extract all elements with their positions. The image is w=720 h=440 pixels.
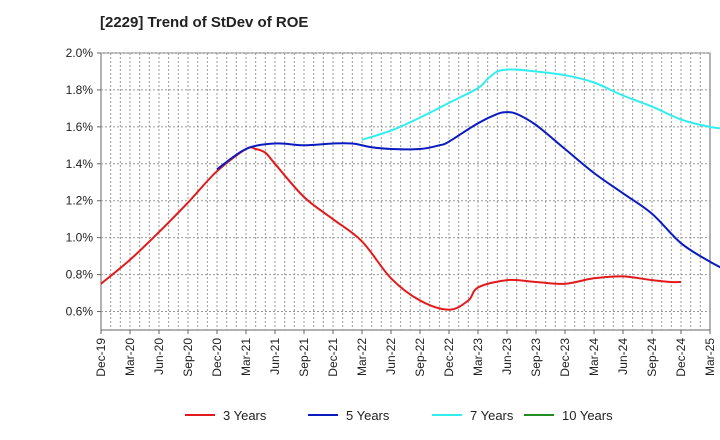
x-tick-label: Mar-24 [587, 338, 601, 376]
plot-frame [100, 52, 711, 331]
x-tick-label: Sep-20 [181, 338, 195, 377]
y-tick-label: 1.4% [66, 157, 94, 171]
x-tick-label: Sep-21 [297, 338, 311, 377]
legend-label-5-years: 5 Years [346, 408, 390, 423]
grid-layer [101, 52, 710, 330]
y-tick-label: 0.6% [66, 305, 94, 319]
series-line-3-years [100, 146, 682, 311]
x-tick-label: Mar-20 [123, 338, 137, 376]
y-tick-label: 1.8% [66, 83, 94, 97]
y-tick-label: 2.0% [66, 46, 94, 60]
x-tick-label: Mar-23 [471, 338, 485, 376]
series-layer [100, 68, 720, 311]
legend-label-10-years: 10 Years [562, 408, 613, 423]
y-tick-label: 1.2% [66, 194, 94, 208]
x-tick-label: Jun-23 [500, 338, 514, 375]
x-tick-label: Jun-20 [152, 338, 166, 375]
x-tick-label: Jun-24 [616, 338, 630, 375]
x-axis-ticks: Dec-19 Mar-20 Jun-20 Sep-20 Dec-20 Mar-21 Jun-… [94, 330, 717, 377]
y-axis-ticks: 2.0% 1.8% 1.6% 1.4% 1.2% 1.0% 0.8% 0.6% [66, 46, 101, 319]
x-tick-label: Sep-22 [413, 338, 427, 377]
series-line-5-years [216, 111, 720, 269]
y-tick-label: 1.0% [66, 231, 94, 245]
x-tick-label: Jun-21 [268, 338, 282, 375]
y-tick-label: 0.8% [66, 268, 94, 282]
legend-label-3-years: 3 Years [223, 408, 267, 423]
chart-title: [2229] Trend of StDev of ROE [100, 14, 309, 31]
legend-label-7-years: 7 Years [470, 408, 514, 423]
x-tick-label: Sep-23 [529, 338, 543, 377]
x-tick-label: Mar-21 [239, 338, 253, 376]
x-tick-label: Mar-22 [355, 338, 369, 376]
x-tick-label: Mar-25 [703, 338, 717, 376]
x-tick-label: Dec-21 [326, 338, 340, 377]
legend: 3 Years 5 Years 7 Years 10 Years [185, 408, 613, 423]
series-line-7-years [361, 68, 720, 141]
y-tick-label: 1.6% [66, 120, 94, 134]
x-tick-label: Dec-19 [94, 338, 108, 377]
x-tick-label: Dec-20 [210, 338, 224, 377]
x-tick-label: Sep-24 [645, 338, 659, 377]
x-tick-label: Dec-24 [674, 338, 688, 377]
x-tick-label: Dec-23 [558, 338, 572, 377]
plot-area [100, 52, 711, 331]
x-tick-label: Dec-22 [442, 338, 456, 377]
x-tick-label: Jun-22 [384, 338, 398, 375]
